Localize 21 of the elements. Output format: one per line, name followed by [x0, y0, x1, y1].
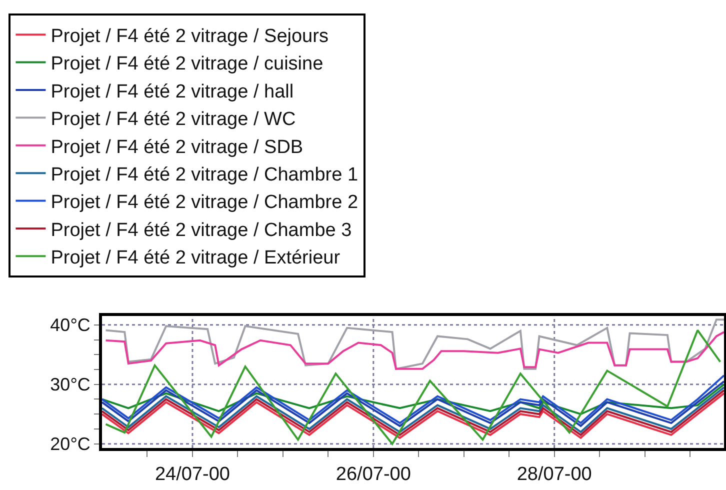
legend-label: Projet / F4 été 2 vitrage / hall: [50, 81, 294, 102]
line-series: [104, 329, 722, 445]
line-series: [102, 374, 724, 424]
legend-label: Projet / F4 été 2 vitrage / WC: [50, 109, 296, 130]
y-tick-label: 30°C: [50, 374, 90, 395]
legend-label: Projet / F4 été 2 vitrage / cuisine: [50, 54, 324, 75]
legend-label: Projet / F4 été 2 vitrage / Extérieur: [50, 248, 341, 269]
line-series: [102, 380, 724, 427]
y-tick-label: 20°C: [50, 434, 90, 454]
line-series: [102, 383, 724, 416]
x-tick-label: 28/07-00: [516, 464, 592, 485]
x-tick-label: 24/07-00: [154, 464, 230, 485]
y-tick-label: 40°C: [50, 315, 90, 336]
legend-label: Projet / F4 été 2 vitrage / Chambre 1: [50, 164, 358, 186]
line-series: [104, 318, 724, 370]
legend-label: Projet / F4 été 2 vitrage / Chambre 2: [50, 192, 358, 214]
legend-label: Projet / F4 été 2 vitrage / Chambe 3: [50, 220, 352, 241]
x-tick-label: 26/07-00: [336, 464, 411, 485]
legend-label: Projet / F4 été 2 vitrage / Sejours: [50, 26, 328, 47]
legend-label: Projet / F4 été 2 vitrage / SDB: [50, 136, 304, 158]
line-series: [104, 331, 724, 370]
